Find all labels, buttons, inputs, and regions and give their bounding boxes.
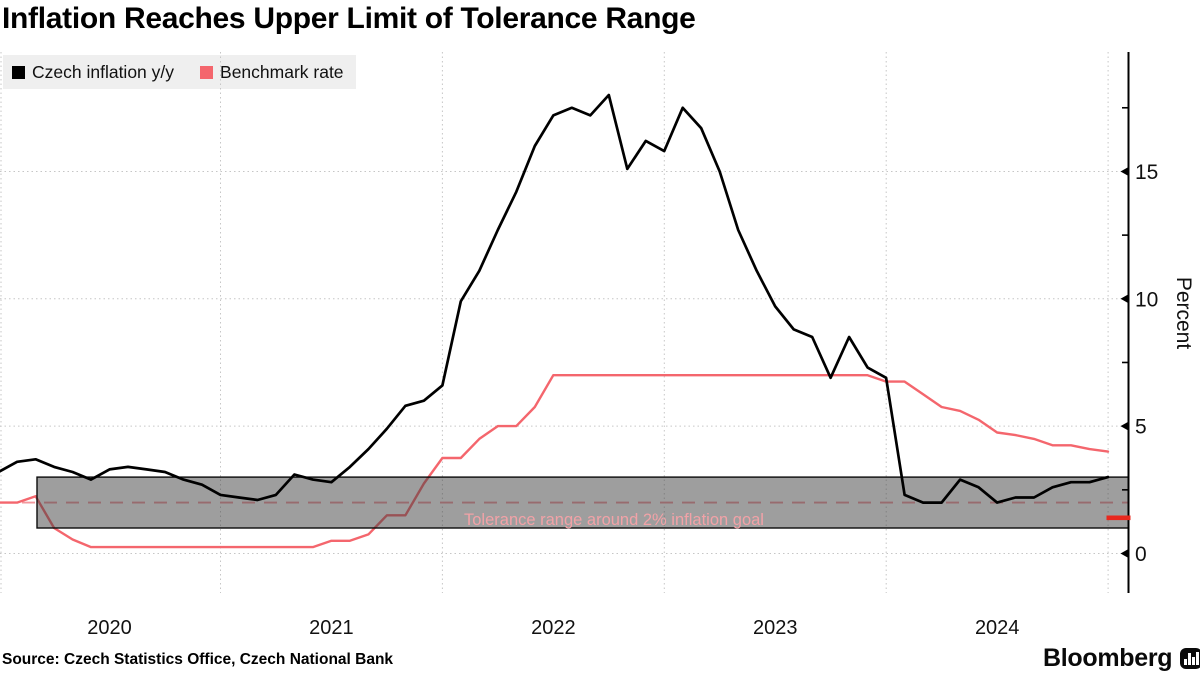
benchmark-swatch-icon bbox=[200, 65, 214, 79]
legend-item-benchmark: Benchmark rate bbox=[200, 62, 344, 83]
source-note: Source: Czech Statistics Office, Czech N… bbox=[2, 651, 394, 668]
inflation-swatch-icon bbox=[12, 65, 25, 79]
legend-item-inflation: Czech inflation y/y bbox=[12, 62, 174, 83]
y-axis-title: Percent bbox=[1172, 277, 1195, 350]
tolerance-band bbox=[36, 476, 1130, 529]
benchmark-rate-line bbox=[0, 374, 1110, 549]
legend-label-inflation: Czech inflation y/y bbox=[32, 61, 175, 82]
y-tick-label: 5 bbox=[1135, 416, 1147, 439]
y-tick-label: 15 bbox=[1135, 161, 1158, 184]
y-major-tick bbox=[1120, 294, 1129, 304]
bloomberg-wordmark: Bloomberg bbox=[1043, 644, 1173, 672]
y-major-tick bbox=[1120, 421, 1129, 431]
legend: Czech inflation y/y Benchmark rate bbox=[3, 55, 356, 89]
chart-title: Inflation Reaches Upper Limit of Toleran… bbox=[2, 2, 696, 35]
y-major-tick bbox=[1120, 166, 1129, 176]
inflation-line bbox=[0, 93, 1110, 504]
x-tick-label: 2020 bbox=[87, 617, 132, 639]
x-tick-label: 2022 bbox=[531, 617, 576, 639]
x-tick-label: 2024 bbox=[975, 617, 1020, 639]
y-tick-label: 0 bbox=[1135, 543, 1147, 566]
bloomberg-logo: Bloomberg bbox=[1043, 644, 1200, 673]
bloomberg-chart-icon bbox=[1180, 648, 1200, 669]
tolerance-band-label: Tolerance range around 2% inflation goal bbox=[464, 511, 764, 529]
legend-label-benchmark: Benchmark rate bbox=[220, 61, 344, 82]
y-tick-label: 10 bbox=[1135, 288, 1158, 311]
red-axis-marker bbox=[1106, 515, 1131, 521]
x-tick-label: 2021 bbox=[309, 617, 354, 639]
x-tick-label: 2023 bbox=[753, 617, 798, 639]
y-major-tick bbox=[1120, 549, 1129, 558]
